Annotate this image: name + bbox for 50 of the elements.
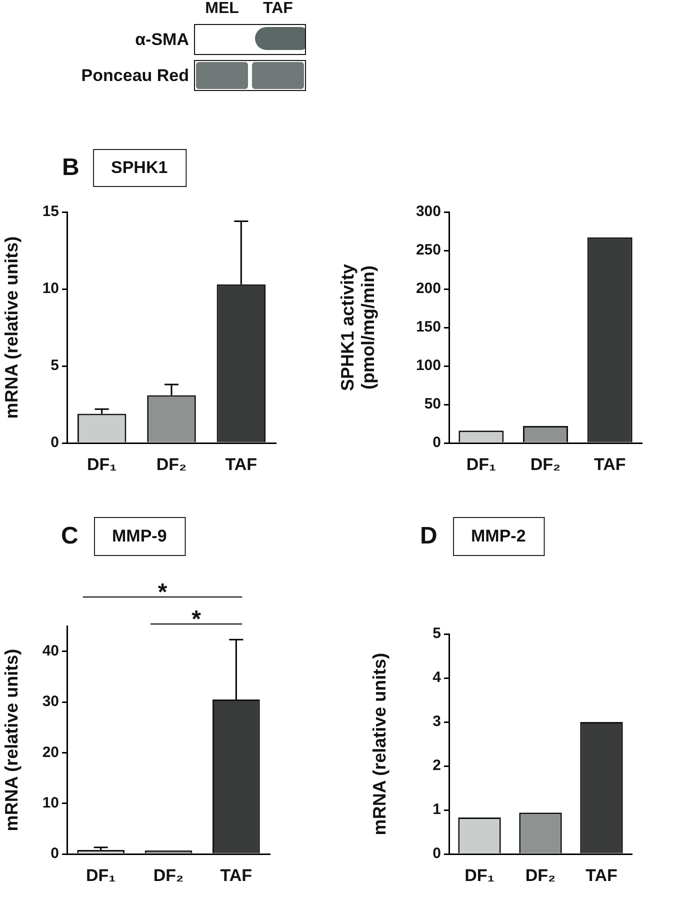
y-axis-title: mRNA (relative units) bbox=[369, 652, 390, 836]
x-tick-label: TAF bbox=[586, 866, 618, 885]
y-tick-label: 15 bbox=[42, 203, 59, 220]
y-tick-label: 5 bbox=[50, 357, 59, 374]
x-tick-label: DF₂ bbox=[156, 454, 187, 474]
y-tick-label: 30 bbox=[42, 693, 59, 710]
y-tick-label: 0 bbox=[50, 434, 59, 452]
y-tick-label: 250 bbox=[416, 242, 441, 259]
category-label: Ponceau Red bbox=[81, 66, 189, 85]
y-tick-label: 300 bbox=[416, 203, 441, 220]
x-tick-label: TAF bbox=[225, 454, 258, 474]
y-tick-label: 3 bbox=[432, 713, 441, 730]
y-tick-label: 150 bbox=[416, 318, 441, 336]
y-axis-title: mRNA (relative units) bbox=[1, 236, 22, 419]
y-tick-label: 1 bbox=[432, 801, 441, 818]
category-label: TAF bbox=[262, 0, 294, 18]
y-tick-label: 10 bbox=[42, 280, 59, 298]
text: C bbox=[61, 522, 78, 550]
text: B bbox=[62, 154, 80, 182]
x-tick-label: DF₁ bbox=[86, 866, 116, 885]
chart-title: MMP-9 bbox=[112, 526, 167, 546]
text: * bbox=[158, 579, 168, 606]
y-tick-label: 0 bbox=[432, 434, 441, 452]
x-tick-label: TAF bbox=[220, 866, 252, 885]
x-tick-label: DF₁ bbox=[86, 454, 117, 474]
category-label: MEL bbox=[204, 0, 240, 18]
category-label: α-SMA bbox=[135, 30, 189, 49]
x-tick-label: DF₁ bbox=[466, 454, 496, 474]
y-axis-title: SPHK1 activity (pmol/mg/min) bbox=[337, 264, 378, 392]
chart-title: SPHK1 bbox=[111, 158, 168, 178]
y-tick-label: 5 bbox=[432, 625, 441, 642]
y-tick-label: 200 bbox=[416, 280, 441, 298]
y-tick-label: 20 bbox=[42, 744, 59, 761]
y-tick-label: 4 bbox=[432, 669, 442, 686]
x-tick-label: DF₂ bbox=[525, 866, 556, 885]
x-tick-label: TAF bbox=[594, 454, 626, 474]
annotation: * bbox=[192, 606, 202, 633]
y-tick-label: 2 bbox=[432, 757, 441, 774]
x-tick-label: DF₁ bbox=[464, 866, 494, 885]
y-tick-label: 0 bbox=[432, 845, 441, 862]
y-tick-label: 10 bbox=[42, 794, 59, 812]
x-tick-label: DF₂ bbox=[530, 454, 561, 474]
text: D bbox=[420, 522, 438, 550]
y-tick-label: 40 bbox=[42, 642, 59, 660]
y-tick-label: 50 bbox=[424, 396, 441, 413]
x-tick-label: DF₂ bbox=[153, 866, 184, 885]
y-axis-title: mRNA (relative units) bbox=[1, 648, 22, 832]
chart-title: MMP-2 bbox=[471, 526, 526, 546]
y-tick-label: 100 bbox=[416, 357, 441, 374]
y-tick-label: 0 bbox=[50, 845, 59, 862]
